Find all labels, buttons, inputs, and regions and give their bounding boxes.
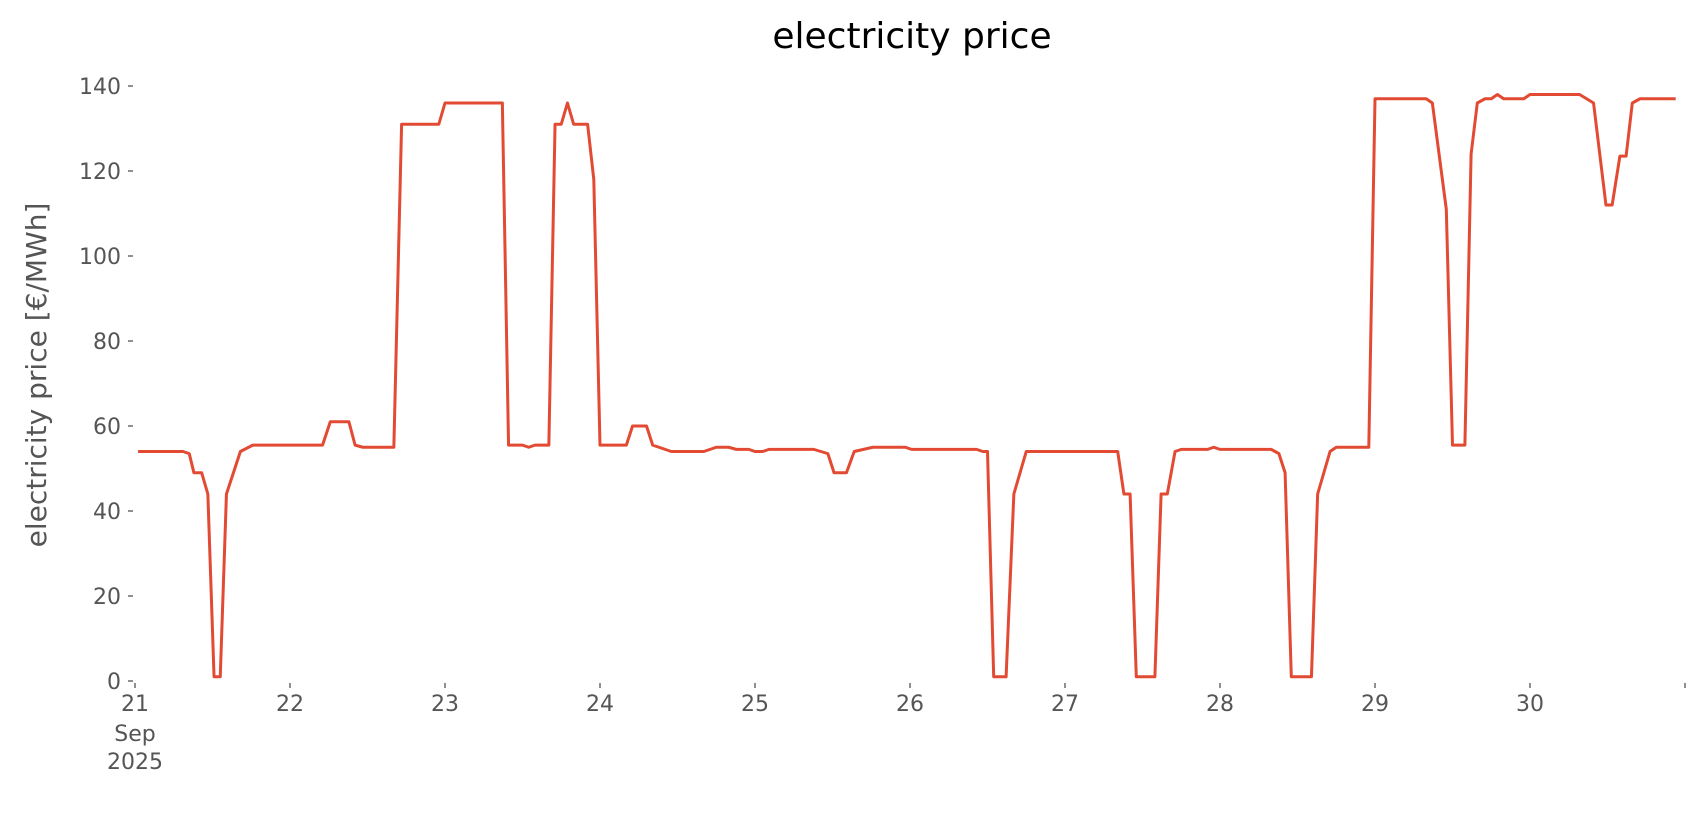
y-tick-label: 140	[79, 75, 121, 100]
x-tick-label: 23	[431, 692, 459, 717]
y-axis-label: electricity price [€/MWh]	[20, 203, 53, 548]
y-tick-label: 120	[79, 160, 121, 185]
x-tick-label: 26	[896, 692, 924, 717]
x-tick-label: 28	[1206, 692, 1234, 717]
y-tick-label: 80	[93, 330, 121, 355]
x-tick-label: 25	[741, 692, 769, 717]
x-tick-label: 29	[1361, 692, 1389, 717]
x-tick-label: 21	[121, 692, 149, 717]
x-tick-sublabel: 2025	[107, 750, 163, 775]
x-tick-label: 30	[1516, 692, 1544, 717]
y-tick-label: 20	[93, 585, 121, 610]
line-series	[138, 93, 1676, 679]
x-tick-label: 27	[1051, 692, 1079, 717]
x-tick-sublabel: Sep	[114, 722, 155, 747]
y-tick-label: 100	[79, 245, 121, 270]
chart-title: electricity price	[772, 16, 1051, 57]
y-tick-label: 40	[93, 500, 121, 525]
x-tick-label: 22	[276, 692, 304, 717]
x-tick-label: 24	[586, 692, 614, 717]
y-tick-label: 0	[107, 670, 121, 695]
y-tick-label: 60	[93, 415, 121, 440]
